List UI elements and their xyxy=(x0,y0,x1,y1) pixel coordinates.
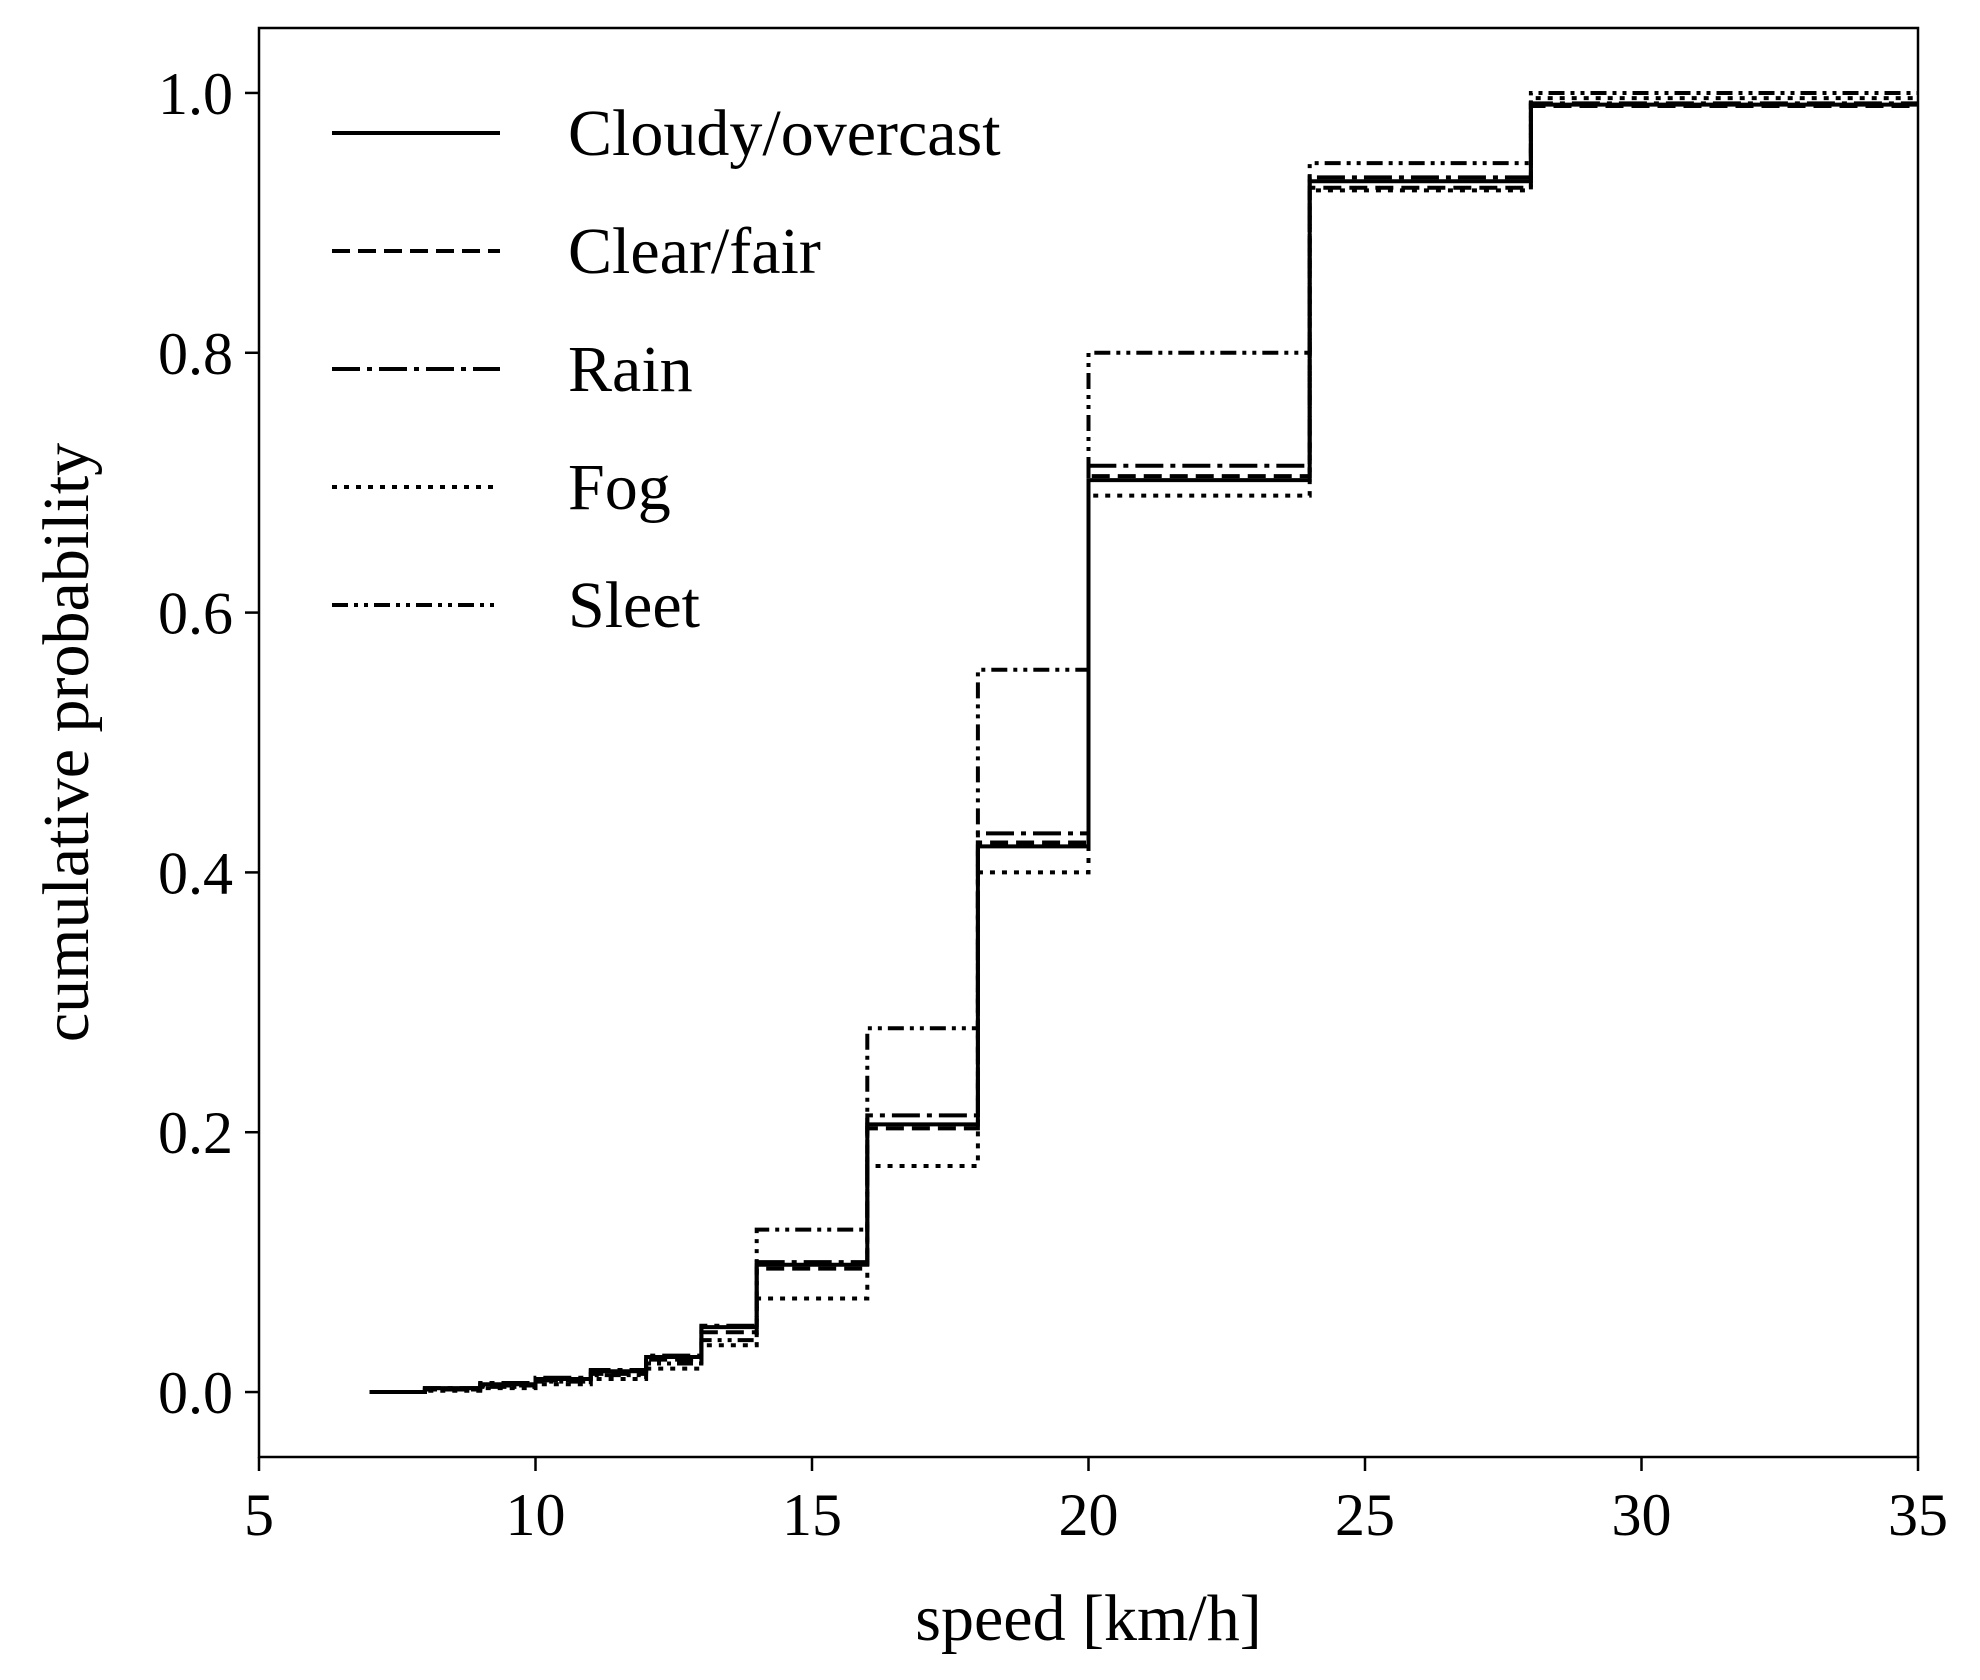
x-tick-label: 30 xyxy=(1612,1482,1672,1548)
x-tick-label: 10 xyxy=(506,1482,566,1548)
x-tick-label: 20 xyxy=(1059,1482,1119,1548)
series-line-rain xyxy=(369,101,1918,1395)
series-line-fog xyxy=(369,96,1918,1395)
y-tick-label: 1.0 xyxy=(158,61,233,127)
legend-label: Rain xyxy=(568,333,693,406)
legend: Cloudy/overcast Clear/fair Rain Fog Sleet xyxy=(332,97,1001,642)
y-axis-ticks: 0.0 0.2 0.4 0.6 0.8 1.0 xyxy=(158,61,259,1426)
series-lines xyxy=(369,90,1918,1395)
series-line-clear-fair xyxy=(369,103,1918,1395)
y-axis-label: cumulative probability xyxy=(30,443,103,1042)
y-tick-label: 0.2 xyxy=(158,1100,233,1166)
y-tick-label: 0.6 xyxy=(158,581,233,647)
y-tick-label: 0.4 xyxy=(158,840,233,906)
x-tick-label: 5 xyxy=(244,1482,274,1548)
y-tick-label: 0.8 xyxy=(158,321,233,387)
legend-label: Clear/fair xyxy=(568,215,821,288)
x-tick-label: 25 xyxy=(1335,1482,1395,1548)
legend-label: Cloudy/overcast xyxy=(568,97,1001,170)
x-tick-label: 15 xyxy=(782,1482,842,1548)
x-tick-label: 35 xyxy=(1888,1482,1948,1548)
series-line-sleet xyxy=(369,90,1918,1395)
y-tick-label: 0.0 xyxy=(158,1360,233,1426)
x-axis-ticks: 5 10 15 20 25 30 35 xyxy=(244,1457,1948,1548)
legend-label: Sleet xyxy=(568,569,700,642)
series-line-cloudy-overcast xyxy=(369,102,1918,1395)
legend-label: Fog xyxy=(568,451,671,524)
x-axis-label: speed [km/h] xyxy=(915,1582,1261,1655)
